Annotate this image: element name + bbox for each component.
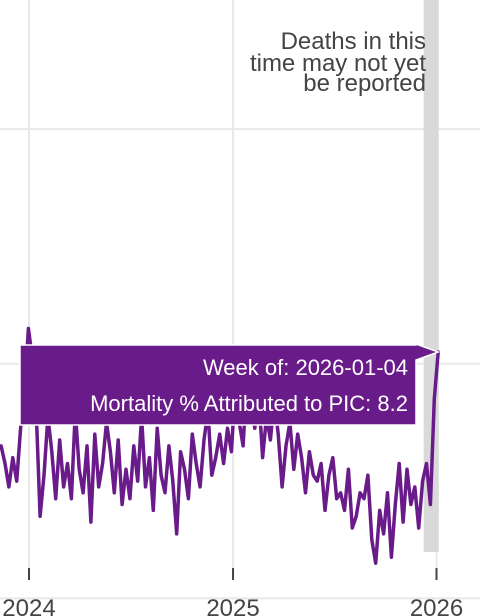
annotation-line-2: time may not yet <box>250 50 426 77</box>
hover-tooltip: Week of: 2026-01-04 Mortality % Attribut… <box>19 342 441 426</box>
x-axis-ticks: 2024 2025 2026 <box>2 568 463 616</box>
tooltip-box <box>19 342 441 426</box>
unreported-annotation: Deaths in this time may not yet be repor… <box>250 28 426 97</box>
x-tick-label-0: 2024 <box>2 595 55 616</box>
x-tick-label-1: 2025 <box>206 595 259 616</box>
x-tick-label-2: 2026 <box>410 595 463 616</box>
annotation-line-1: Deaths in this <box>281 28 426 55</box>
annotation-line-3: be reported <box>303 70 426 97</box>
tooltip-value-label: Mortality % Attributed to PIC: 8.2 <box>90 391 408 416</box>
series-layer <box>0 326 440 565</box>
tooltip-week-label: Week of: 2026-01-04 <box>203 355 408 380</box>
series-line-0 <box>0 326 440 565</box>
